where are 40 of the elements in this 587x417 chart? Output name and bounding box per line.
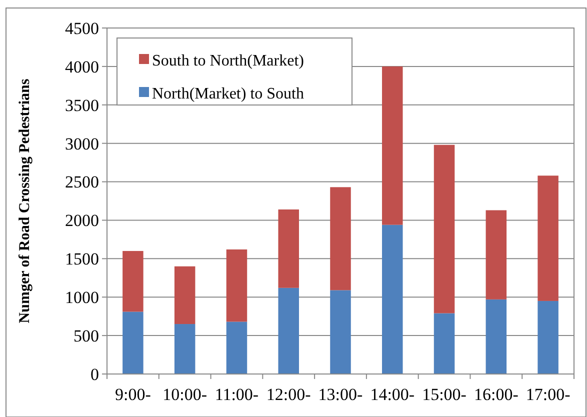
y-tick-label: 3500 xyxy=(65,96,99,115)
bar xyxy=(382,66,403,225)
y-tick-label: 500 xyxy=(74,326,99,346)
y-tick-label: 1500 xyxy=(65,250,99,269)
y-tick-label: 4500 xyxy=(65,18,99,38)
legend-label: South to North(Market) xyxy=(152,52,304,70)
x-tick-label: 15:00- xyxy=(422,385,467,404)
bar xyxy=(122,312,144,374)
x-tick-label: 11:00- xyxy=(214,385,259,404)
y-tick-label: 2500 xyxy=(65,172,99,192)
bar xyxy=(174,266,196,324)
y-axis-title: Numger of Road Crossing Pedestrians xyxy=(17,78,33,324)
bar xyxy=(278,288,299,374)
bar xyxy=(122,250,144,312)
x-tick-label: 14:00- xyxy=(370,385,415,404)
x-tick-label: 9:00- xyxy=(115,385,152,404)
x-tick-label: 10:00- xyxy=(162,385,208,404)
y-tick-label: 4000 xyxy=(65,57,99,76)
bar xyxy=(434,313,455,374)
bar xyxy=(278,209,299,288)
bar xyxy=(382,224,403,374)
x-tick-label: 13:00- xyxy=(318,385,364,404)
bar xyxy=(486,210,507,300)
bar xyxy=(538,300,558,374)
bar xyxy=(486,299,507,374)
y-tick-label: 1000 xyxy=(65,288,99,308)
bar xyxy=(174,324,196,374)
x-tick-label: 16:00- xyxy=(474,385,519,404)
y-tick-label: 3000 xyxy=(65,134,99,154)
bar xyxy=(330,290,351,374)
bar xyxy=(226,249,248,322)
bar xyxy=(538,176,558,301)
x-tick-label: 12:00- xyxy=(266,385,312,404)
bar xyxy=(226,322,248,374)
x-tick-label: 17:00- xyxy=(526,385,571,404)
legend-label: North(Market) to South xyxy=(152,86,304,103)
y-tick-label: 0 xyxy=(90,364,99,384)
bar xyxy=(434,144,455,314)
bar xyxy=(330,187,351,290)
y-tick-label: 2000 xyxy=(65,211,99,230)
